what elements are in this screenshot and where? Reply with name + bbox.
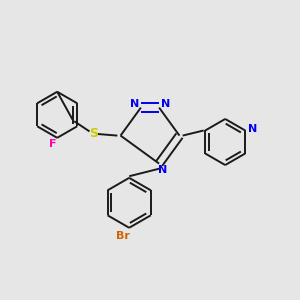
Text: N: N [248, 124, 257, 134]
Text: N: N [158, 165, 167, 175]
Text: F: F [49, 139, 56, 148]
Text: N: N [130, 99, 139, 110]
Text: S: S [89, 128, 98, 140]
Text: N: N [161, 99, 170, 110]
Text: Br: Br [116, 231, 130, 241]
